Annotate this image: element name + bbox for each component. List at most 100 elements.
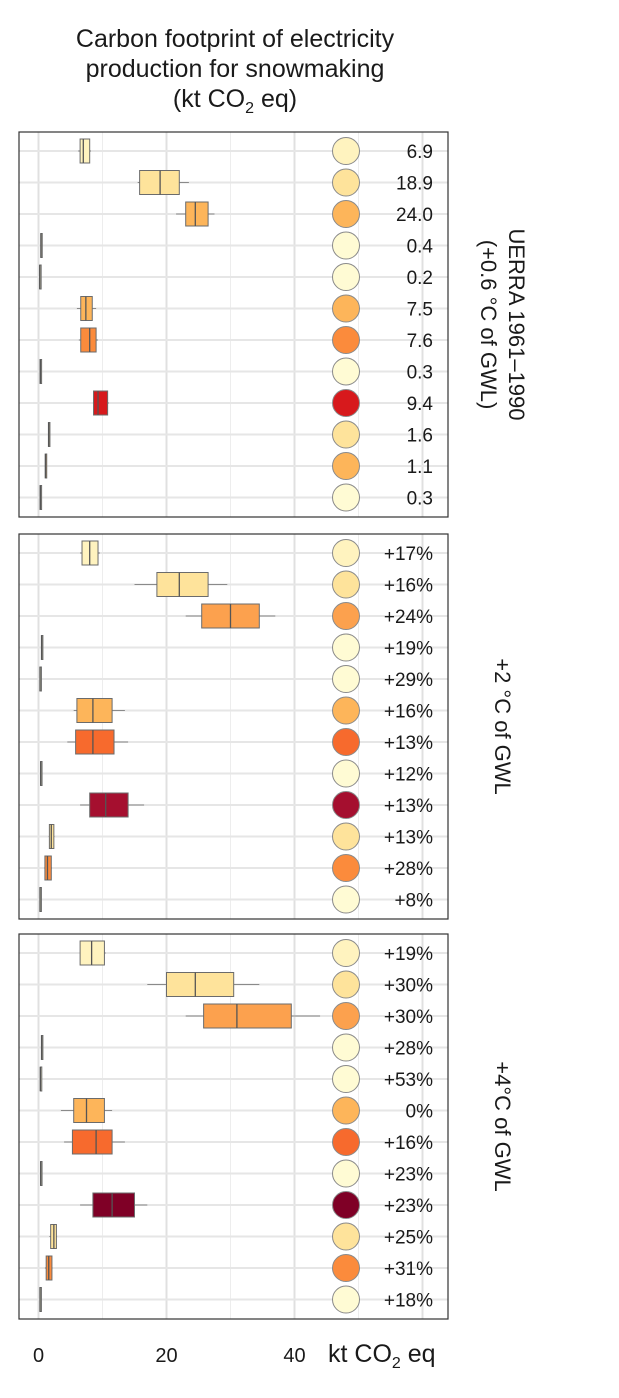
value-label: +16% [384,702,433,723]
value-label: 0.3 [407,489,433,510]
value-circle [332,602,360,630]
box-iqr [76,698,113,723]
box-7 [78,327,99,353]
value-circle [332,1159,360,1188]
panel-label-line: (+0.6 °C of GWL) [476,240,501,410]
value-circle [332,759,360,788]
value-circle [332,1191,360,1219]
value-circle [332,1285,360,1314]
panel-border [18,533,449,920]
value-label: 7.5 [407,300,433,321]
value-label: 1.1 [407,457,433,478]
value-circle [332,389,360,417]
chart-title: Carbon footprint of electricity producti… [0,24,470,124]
box-iqr [80,327,97,353]
value-circle [332,231,360,260]
value-label: +28% [384,859,433,880]
x-axis-label-main: kt CO [328,1340,392,1368]
panel-1: 6.9 18.9 24.0 0.4 0.2 7.5 7.6 0.3 9.4 1.6 1.1 0.3 UE… [18,131,529,518]
value-circle [332,570,360,599]
value-label: +13% [384,828,433,849]
box-9 [80,792,145,818]
value-label: +30% [384,976,433,997]
box-9 [92,390,109,416]
value-label: +12% [384,765,433,786]
panel-label-line: UERRA 1961–1990 [504,228,529,420]
value-circle [332,1222,360,1251]
value-label: 24.0 [396,205,433,226]
x-tick-label: 20 [155,1345,177,1367]
value-circle [332,200,360,228]
x-axis-label-sub: 2 [392,1355,401,1372]
box-iqr [156,572,209,597]
value-circle [332,1096,360,1125]
value-label: 0.2 [407,268,433,289]
box-11 [44,1255,53,1281]
value-label: +16% [384,1133,433,1154]
value-label: 6.9 [407,142,433,163]
panel-label: UERRA 1961–1990(+0.6 °C of GWL) [476,228,529,420]
value-circle [332,1065,360,1093]
value-circle [332,168,360,197]
title-line-1: Carbon footprint of electricity [75,25,395,53]
box-iqr [71,1129,113,1155]
box-iqr [75,729,115,755]
value-circle [332,1254,360,1282]
box-iqr [166,972,235,997]
box-iqr [89,792,129,818]
panel-border [18,933,449,1320]
box-12 [39,887,42,912]
value-circle [332,665,360,693]
box-12 [39,1287,42,1312]
value-label: +19% [384,639,433,660]
panel-border [18,131,449,518]
value-label: +30% [384,1007,433,1028]
value-label: +53% [384,1070,433,1091]
value-circle [332,294,360,323]
box-iqr [79,138,91,164]
box-8 [39,359,43,384]
x-axis-label: kt CO2 eq [328,1340,436,1372]
panel-label: +4°C of GWL [490,1061,515,1191]
box-6 [76,296,97,321]
box-1 [80,540,100,566]
box-3 [185,1003,321,1029]
box-10 [49,1224,58,1249]
value-label: +18% [384,1291,433,1312]
panel-label-line: +4°C of GWL [490,1061,515,1191]
box-5 [39,666,42,692]
title-line-2: production for snowmaking [85,55,385,83]
value-label: 1.6 [407,426,433,447]
box-12 [39,485,43,510]
value-circle [332,728,360,756]
value-circle [332,696,360,725]
box-8 [40,761,43,786]
value-circle [332,1128,360,1156]
panel-2: +17% +16% +24% +19% +29% +16% +13% +12% +13% +13%… [18,533,515,920]
box-iqr [93,390,109,416]
title-unit-open: (kt CO [172,85,246,113]
box-3 [185,603,276,629]
value-circle [332,1002,360,1030]
value-circle [332,137,360,165]
value-circle [332,854,360,882]
box-1 [78,138,91,164]
box-7 [64,1129,125,1155]
value-label: 18.9 [396,174,433,195]
x-tick-label: 0 [33,1345,44,1367]
value-label: +16% [384,576,433,597]
value-circle [332,263,360,291]
box-iqr [203,1003,292,1029]
box-9 [80,1192,148,1218]
box-4 [40,233,43,258]
value-circle [332,633,360,662]
value-label: +29% [384,670,433,691]
box-8 [40,1161,43,1186]
box-iqr [185,201,209,227]
value-label: +13% [384,733,433,754]
value-circle [332,420,360,449]
value-label: +23% [384,1165,433,1186]
value-label: 9.4 [407,394,434,415]
box-1 [79,940,106,966]
value-label: +28% [384,1039,433,1060]
